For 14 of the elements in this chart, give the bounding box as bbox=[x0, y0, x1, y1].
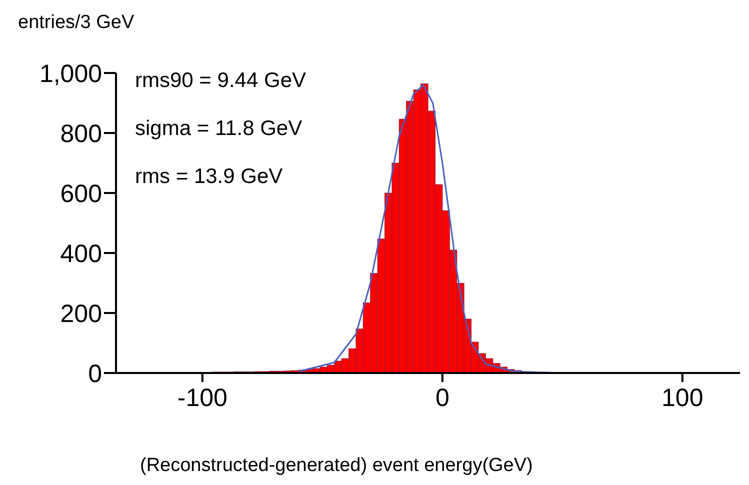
y-axis-title: entries/3 GeV bbox=[18, 12, 134, 34]
y-tick-label: 1,000 bbox=[39, 60, 102, 88]
x-axis-title: (Reconstructed-generated) event energy(GeV) bbox=[140, 455, 533, 477]
annotation: rms90 = 9.44 GeV bbox=[135, 69, 306, 93]
y-tick-label: 600 bbox=[60, 180, 102, 208]
y-tick-label: 800 bbox=[60, 120, 102, 148]
x-tick-label: 0 bbox=[435, 384, 450, 412]
annotation: rms = 13.9 GeV bbox=[135, 165, 283, 189]
y-tick-label: 400 bbox=[60, 240, 102, 268]
x-tick-label: -100 bbox=[177, 384, 228, 412]
annotation: sigma = 11.8 GeV bbox=[135, 117, 302, 141]
y-tick-label: 0 bbox=[88, 360, 102, 388]
y-tick-label: 200 bbox=[60, 300, 102, 328]
x-tick-label: 100 bbox=[662, 384, 704, 412]
